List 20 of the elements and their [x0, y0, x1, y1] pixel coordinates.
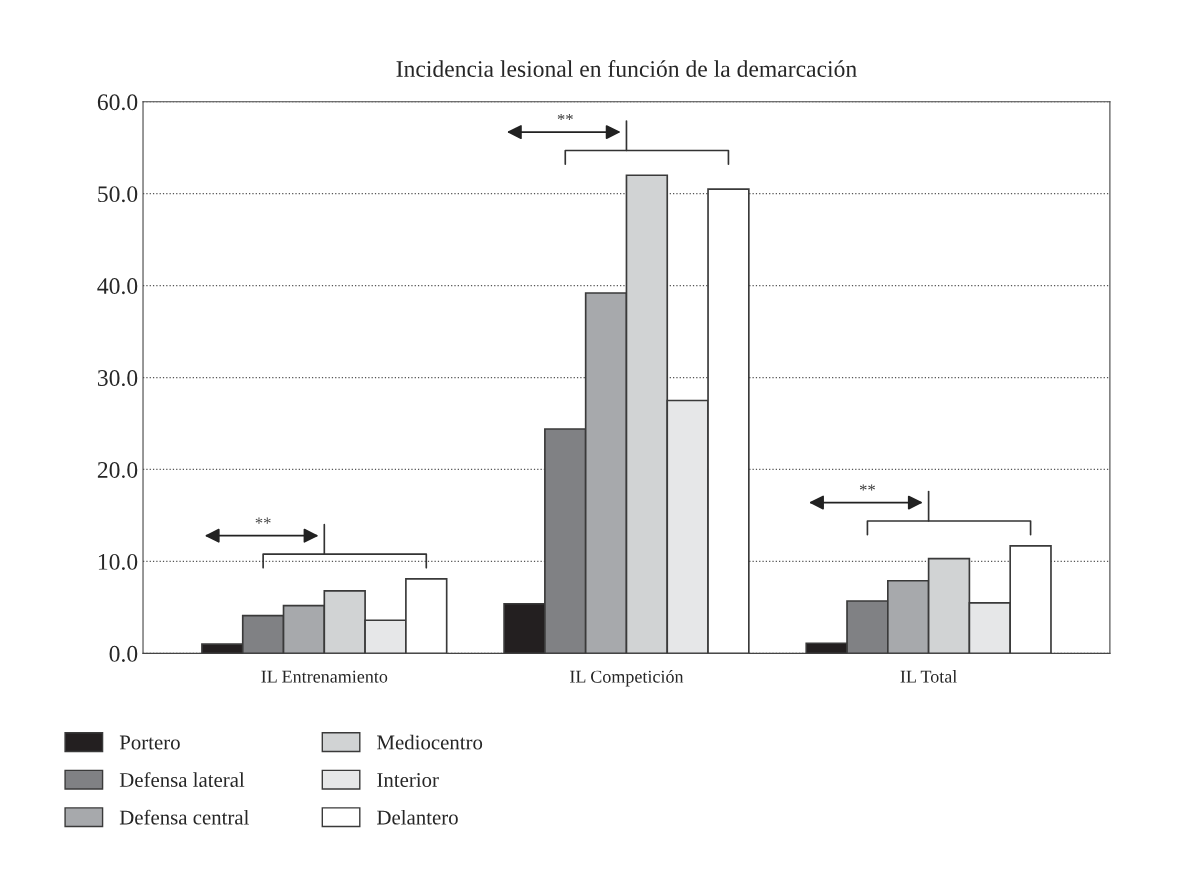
x-tick-label: IL Total: [900, 670, 957, 683]
legend-label: Delantero: [377, 809, 458, 825]
legend-label: Defensa central: [119, 809, 249, 825]
y-tick-label: 60.0: [97, 94, 138, 111]
y-tick-label: 50.0: [98, 186, 138, 203]
x-tick-label: IL Competición: [570, 670, 684, 687]
legend-label: Interior: [377, 773, 439, 788]
y-tick-label: 0.0: [109, 645, 138, 662]
legend-label: Mediocentro: [377, 734, 483, 750]
y-tick-label: 30.0: [97, 370, 138, 387]
y-tick-label: 10.0: [98, 553, 138, 570]
legend-label: Portero: [119, 735, 180, 750]
annotation: **: [557, 113, 573, 121]
y-tick-label: 20.0: [97, 461, 138, 479]
chart-title: Incidencia lesional en función de la demarcación: [396, 60, 857, 77]
x-tick-label: IL Entrenamiento: [261, 670, 388, 683]
legend-label: Defensa lateral: [119, 772, 245, 788]
annotation: **: [859, 484, 875, 491]
y-tick-label: 40.0: [97, 278, 138, 295]
annotation: **: [255, 517, 271, 524]
